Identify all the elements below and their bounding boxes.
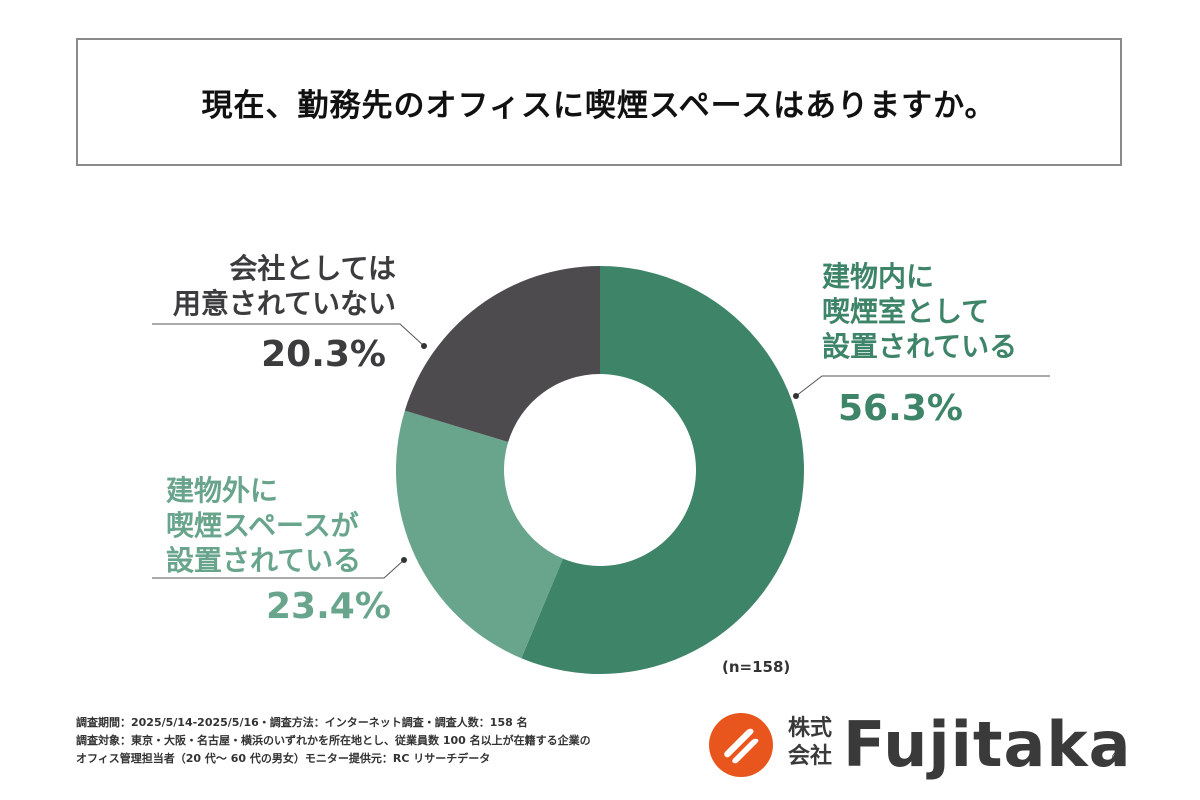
brand-kanji: 株式 会社 — [788, 715, 832, 771]
slices-layer — [396, 266, 804, 674]
slice-1-label-line-1: 建物内に — [822, 260, 934, 293]
leader-dot-1 — [793, 393, 799, 399]
slice-3-value: 20.3% — [261, 334, 386, 375]
sample-size-label: (n=158) — [722, 658, 790, 676]
brand-logo: 株式 会社 Fujitaka ® — [708, 704, 1148, 784]
slice-2-label-line-1: 建物外に — [166, 474, 278, 507]
leader-dot-2 — [401, 557, 407, 563]
footnote-line-1: 調査期間：2025/5/14-2025/5/16・調査方法：インターネット調査・… — [76, 714, 716, 732]
footnote-line-3: オフィス管理担当者（20 代～ 60 代の男女）モニター提供元：RC リサーチデ… — [76, 750, 716, 768]
brand-kanji-line-1: 株式 — [788, 715, 832, 743]
slice-2-value: 23.4% — [266, 586, 391, 627]
brand-wordmark: Fujitaka — [843, 708, 1131, 781]
slice-1-label-line-2: 喫煙室として — [822, 295, 989, 328]
registered-mark: ® — [1110, 748, 1126, 767]
slice-3-label-line-2: 用意されていない — [173, 287, 396, 320]
slice-1-label-line-3: 設置されている — [822, 330, 1017, 363]
leader-dot-3 — [421, 343, 427, 349]
slice-2-label-line-2: 喫煙スペースが — [166, 509, 359, 542]
fujitaka-logo-icon — [708, 712, 774, 778]
footnote-line-2: 調査対象：東京・大阪・名古屋・横浜のいずれかを所在地とし、従業員数 100 名以… — [76, 732, 716, 750]
slice-3-label-line-1: 会社としては — [229, 252, 396, 285]
brand-kanji-line-2: 会社 — [788, 743, 832, 771]
slice-1-value: 56.3% — [838, 388, 963, 429]
survey-footnote: 調査期間：2025/5/14-2025/5/16・調査方法：インターネット調査・… — [76, 714, 716, 768]
donut-slice-3 — [405, 266, 600, 442]
slice-2-label-line-3: 設置されている — [166, 544, 361, 577]
